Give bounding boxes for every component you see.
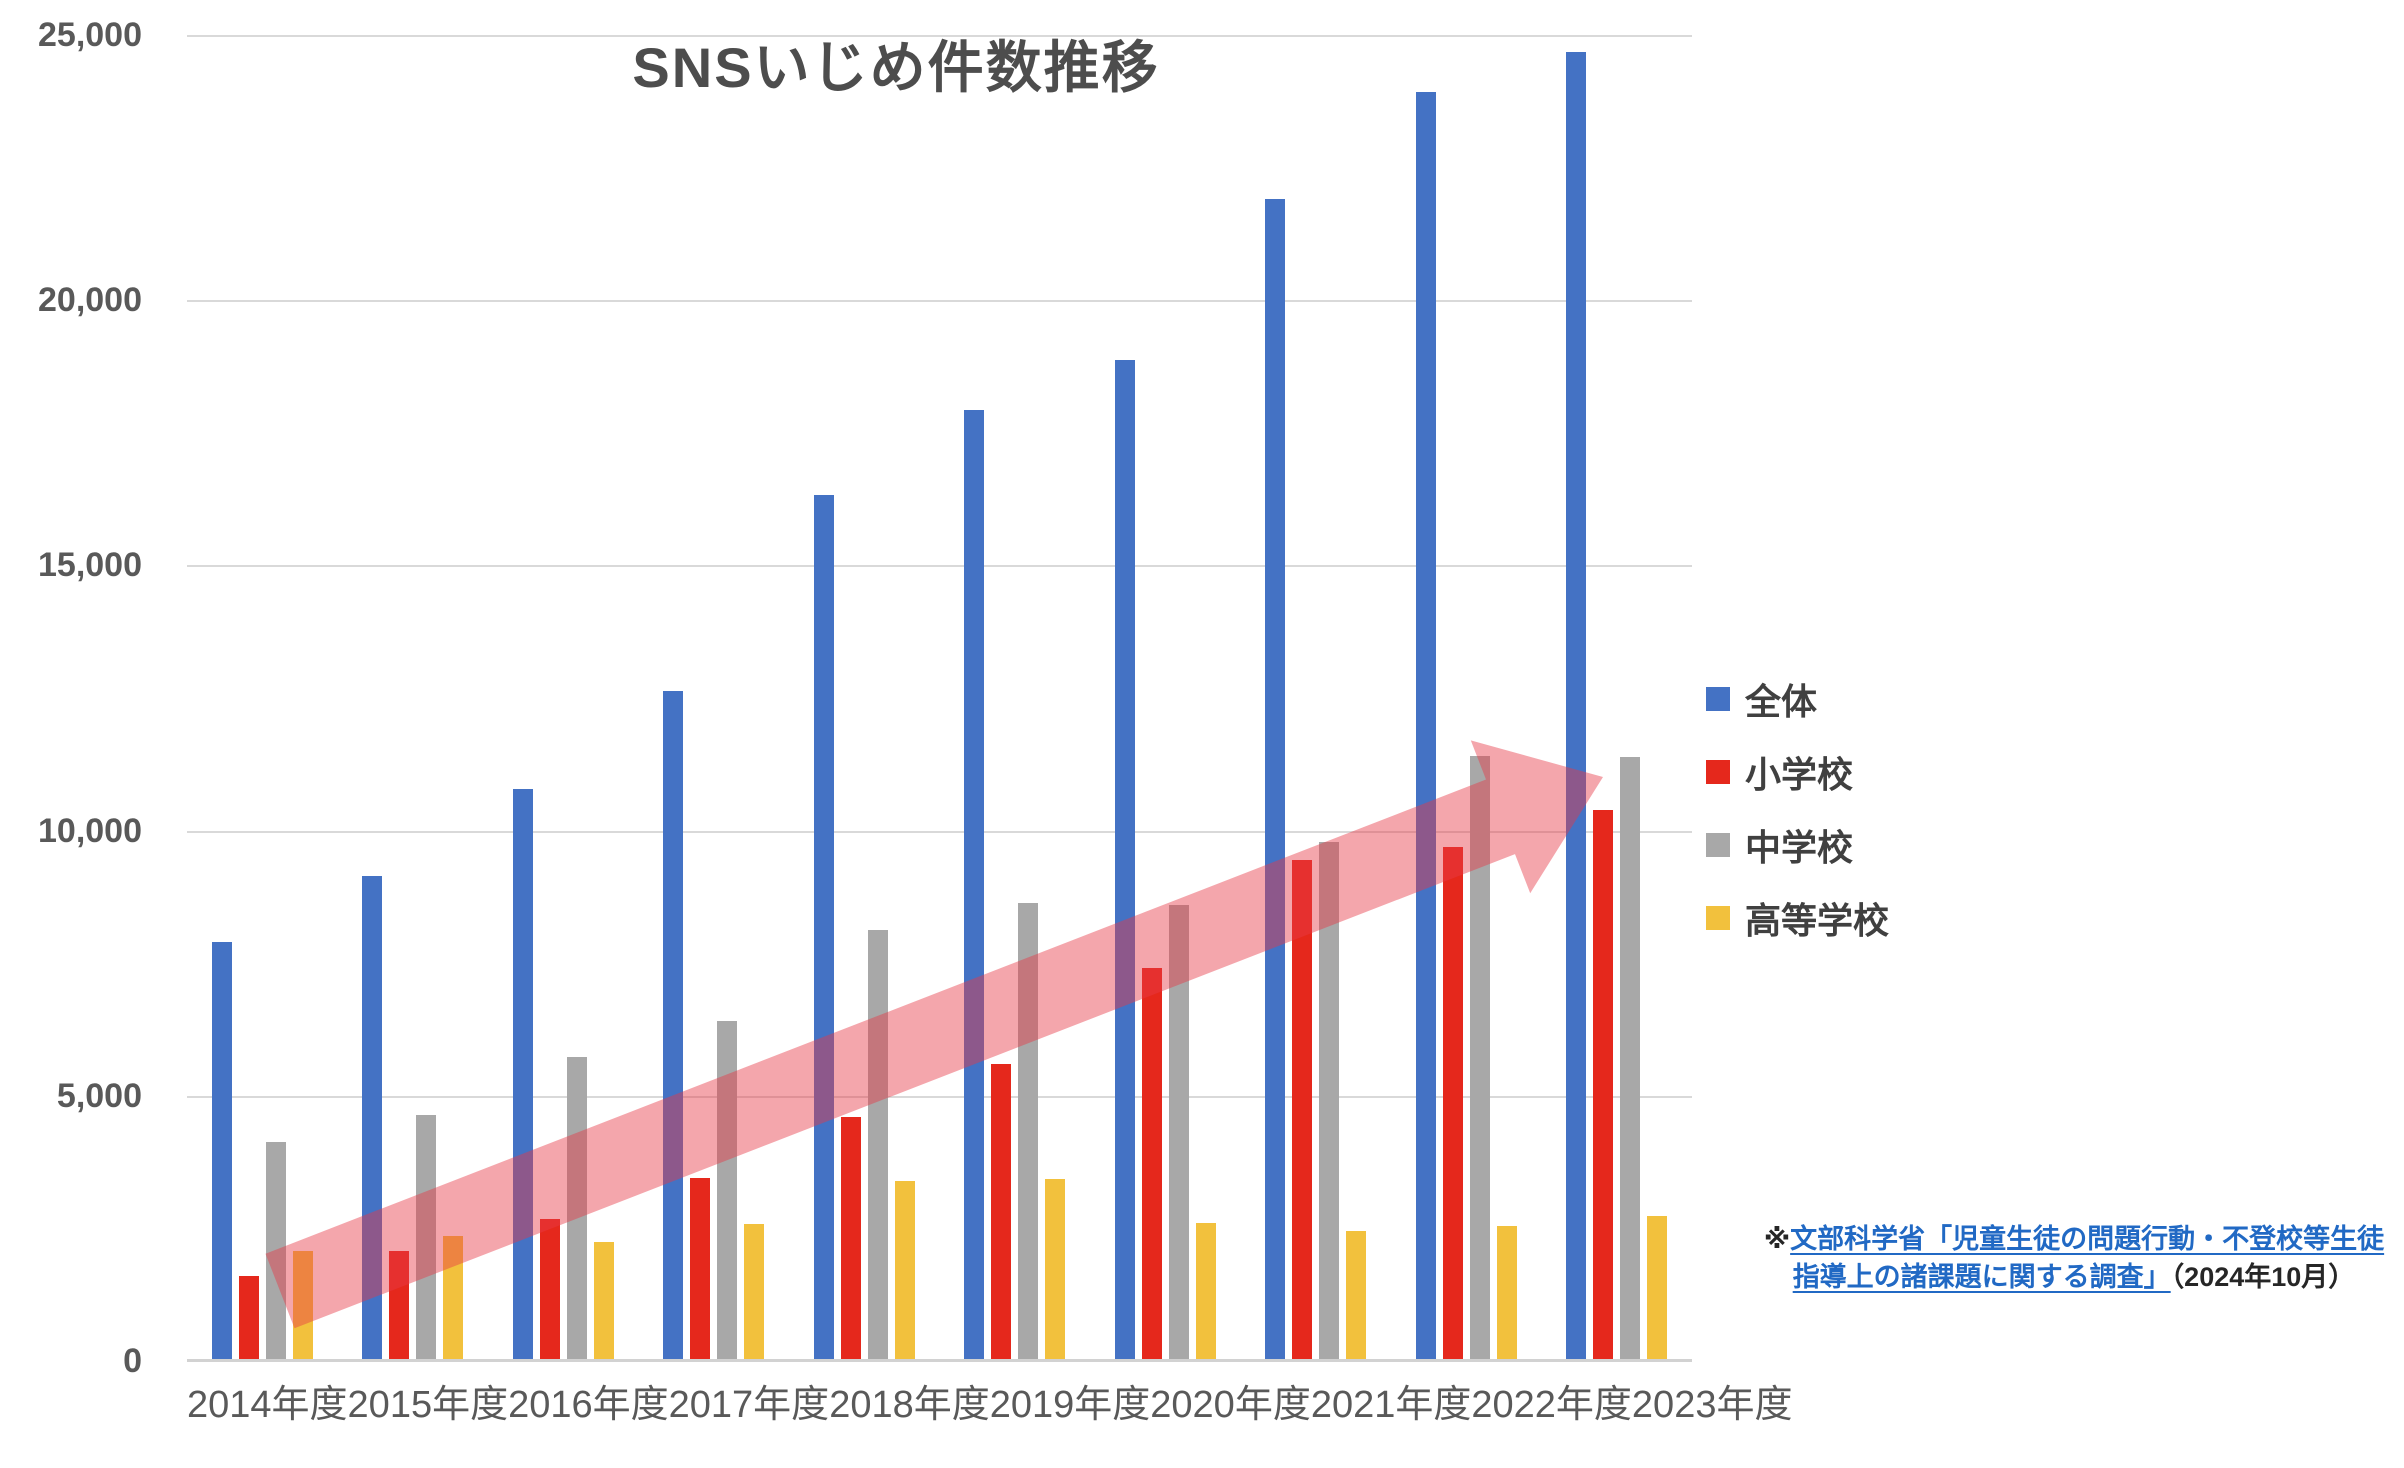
x-axis-tick-label: 2021年度 bbox=[1310, 1384, 1472, 1426]
category-group-2020年度 bbox=[1090, 35, 1241, 1361]
category-group-2022年度 bbox=[1391, 35, 1542, 1361]
category-group-2018年度 bbox=[789, 35, 940, 1361]
x-axis-tick-label: 2020年度 bbox=[1150, 1384, 1311, 1426]
bar-中学校-2019年度 bbox=[1018, 903, 1039, 1361]
legend: 全体小学校中学校高等学校 bbox=[1706, 662, 1889, 954]
x-axis-tick-label: 2023年度 bbox=[1631, 1384, 1793, 1426]
legend-item-高等学校: 高等学校 bbox=[1706, 881, 1889, 954]
x-axis-tick-label: 2015年度 bbox=[347, 1384, 509, 1426]
bar-全体-2015年度 bbox=[362, 875, 383, 1361]
bar-小学校-2016年度 bbox=[539, 1218, 560, 1361]
bar-中学校-2021年度 bbox=[1319, 842, 1340, 1361]
bar-高等学校-2014年度 bbox=[292, 1250, 313, 1361]
footnote-line-2: 指導上の諸課題に関する調査」（2024年10月） bbox=[1748, 1258, 2400, 1296]
bar-全体-2021年度 bbox=[1265, 199, 1286, 1361]
category-group-2015年度 bbox=[338, 35, 489, 1361]
footnote-suffix: （2024年10月） bbox=[2170, 1262, 2356, 1292]
bar-高等学校-2018年度 bbox=[894, 1181, 915, 1361]
bar-高等学校-2016年度 bbox=[593, 1242, 614, 1361]
bar-全体-2016年度 bbox=[512, 789, 533, 1361]
category-group-2017年度 bbox=[639, 35, 790, 1361]
bar-小学校-2021年度 bbox=[1292, 859, 1313, 1361]
chart-title: SNSいじめ件数推移 bbox=[632, 36, 1160, 99]
category-group-2021年度 bbox=[1241, 35, 1392, 1361]
bar-小学校-2023年度 bbox=[1593, 810, 1614, 1361]
x-axis-tick-label: 2018年度 bbox=[829, 1384, 990, 1426]
bar-小学校-2018年度 bbox=[840, 1116, 861, 1361]
legend-item-小学校: 小学校 bbox=[1706, 735, 1889, 808]
y-axis-tick-label: 5,000 bbox=[56, 1076, 142, 1115]
bar-小学校-2014年度 bbox=[238, 1275, 259, 1361]
legend-item-全体: 全体 bbox=[1706, 662, 1889, 735]
legend-swatch bbox=[1706, 832, 1730, 857]
x-axis-tick-label: 2022年度 bbox=[1471, 1384, 1632, 1426]
bar-中学校-2016年度 bbox=[566, 1057, 587, 1361]
bar-全体-2014年度 bbox=[211, 942, 232, 1361]
bar-全体-2022年度 bbox=[1415, 92, 1436, 1361]
legend-swatch bbox=[1706, 905, 1730, 930]
bar-高等学校-2015年度 bbox=[443, 1235, 464, 1361]
x-axis: 2014年度 2015年度 2016年度 2017年度 2018年度 2019年度 2020… bbox=[187, 1382, 1792, 1428]
y-axis-tick-label: 25,000 bbox=[38, 16, 142, 54]
footnote-line-1: ※文部科学省「児童生徒の問題行動・不登校等生徒 bbox=[1748, 1220, 2400, 1258]
bar-高等学校-2019年度 bbox=[1045, 1178, 1066, 1361]
bar-小学校-2019年度 bbox=[991, 1063, 1012, 1361]
footnote-prefix: ※ bbox=[1763, 1224, 1791, 1254]
y-axis-tick-label: 15,000 bbox=[38, 546, 142, 585]
x-axis-tick-label: 2019年度 bbox=[989, 1384, 1151, 1426]
bar-高等学校-2020年度 bbox=[1195, 1223, 1216, 1361]
bar-小学校-2015年度 bbox=[389, 1250, 410, 1361]
bar-全体-2020年度 bbox=[1114, 360, 1135, 1361]
legend-swatch bbox=[1706, 686, 1730, 711]
bars-container bbox=[187, 35, 1692, 1361]
gridline bbox=[187, 35, 1692, 37]
category-group-2014年度 bbox=[187, 35, 338, 1361]
bar-中学校-2023年度 bbox=[1620, 757, 1641, 1361]
bar-高等学校-2022年度 bbox=[1496, 1226, 1517, 1361]
source-footnote: ※文部科学省「児童生徒の問題行動・不登校等生徒 指導上の諸課題に関する調査」（2… bbox=[1748, 1220, 2400, 1296]
bar-中学校-2020年度 bbox=[1168, 904, 1189, 1361]
bar-高等学校-2017年度 bbox=[744, 1223, 765, 1361]
y-axis-tick-label: 0 bbox=[123, 1342, 142, 1380]
legend-swatch bbox=[1706, 759, 1730, 784]
bar-全体-2017年度 bbox=[663, 691, 684, 1361]
x-axis-line bbox=[187, 1359, 1692, 1362]
x-axis-tick-label: 2016年度 bbox=[508, 1384, 669, 1426]
x-axis-tick-label: 2017年度 bbox=[668, 1384, 830, 1426]
legend-label: 高等学校 bbox=[1745, 899, 1890, 941]
bar-全体-2018年度 bbox=[813, 494, 834, 1361]
bar-全体-2019年度 bbox=[964, 410, 985, 1361]
legend-label: 全体 bbox=[1745, 680, 1818, 722]
bar-中学校-2014年度 bbox=[265, 1141, 286, 1361]
plot-area bbox=[187, 35, 1692, 1362]
bar-高等学校-2023年度 bbox=[1647, 1216, 1668, 1361]
bar-小学校-2022年度 bbox=[1442, 847, 1463, 1361]
gridline bbox=[187, 1095, 1692, 1098]
legend-label: 小学校 bbox=[1745, 753, 1854, 795]
bar-小学校-2017年度 bbox=[690, 1177, 711, 1361]
gridline bbox=[187, 300, 1692, 303]
bar-中学校-2018年度 bbox=[867, 929, 888, 1361]
bar-中学校-2022年度 bbox=[1469, 756, 1490, 1361]
category-group-2016年度 bbox=[488, 35, 639, 1361]
bar-高等学校-2021年度 bbox=[1346, 1230, 1367, 1361]
bar-全体-2023年度 bbox=[1566, 52, 1587, 1361]
bar-中学校-2017年度 bbox=[717, 1020, 738, 1361]
y-axis-tick-label: 20,000 bbox=[38, 281, 142, 320]
category-group-2019年度 bbox=[940, 35, 1091, 1361]
y-axis: 0 5,000 10,000 15,000 20,000 25,000 bbox=[0, 16, 142, 1380]
bar-中学校-2015年度 bbox=[416, 1114, 437, 1361]
bar-小学校-2020年度 bbox=[1141, 968, 1162, 1361]
x-axis-tick-label: 2014年度 bbox=[187, 1384, 348, 1426]
legend-item-中学校: 中学校 bbox=[1706, 808, 1889, 881]
category-group-2023年度 bbox=[1542, 35, 1693, 1361]
source-link[interactable]: 指導上の諸課題に関する調査」 bbox=[1792, 1262, 2171, 1292]
source-link[interactable]: 文部科学省「児童生徒の問題行動・不登校等生徒 bbox=[1790, 1224, 2385, 1254]
gridline bbox=[187, 565, 1692, 568]
legend-label: 中学校 bbox=[1745, 826, 1854, 868]
gridline bbox=[187, 830, 1692, 833]
y-axis-tick-label: 10,000 bbox=[38, 811, 142, 850]
